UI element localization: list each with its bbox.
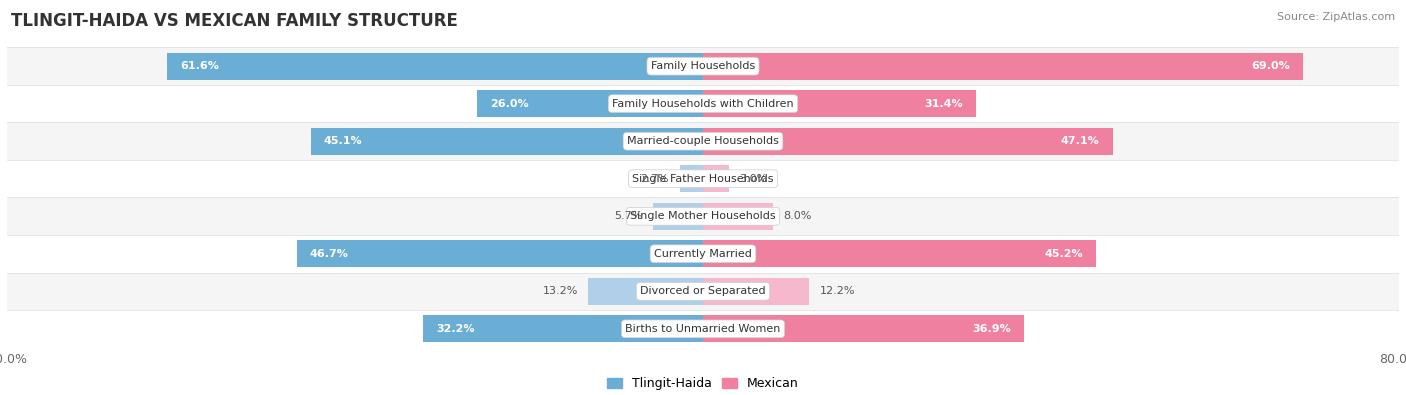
Text: 2.7%: 2.7% (641, 174, 669, 184)
Bar (7, 235, 1399, 273)
Bar (7, 85, 1399, 122)
Text: 5.7%: 5.7% (614, 211, 643, 221)
Bar (679, 165, 703, 192)
Bar (167, 53, 703, 80)
Text: 61.6%: 61.6% (180, 61, 219, 71)
Text: 45.1%: 45.1% (323, 136, 363, 146)
Text: Divorced or Separated: Divorced or Separated (640, 286, 766, 296)
Text: Currently Married: Currently Married (654, 249, 752, 259)
Text: 36.9%: 36.9% (972, 324, 1011, 334)
Bar (703, 53, 1303, 80)
Text: Single Father Households: Single Father Households (633, 174, 773, 184)
Text: 12.2%: 12.2% (820, 286, 855, 296)
Text: 46.7%: 46.7% (309, 249, 349, 259)
Bar (703, 203, 773, 230)
Text: 45.2%: 45.2% (1045, 249, 1083, 259)
Text: 8.0%: 8.0% (783, 211, 811, 221)
Text: TLINGIT-HAIDA VS MEXICAN FAMILY STRUCTURE: TLINGIT-HAIDA VS MEXICAN FAMILY STRUCTUR… (11, 12, 458, 30)
Text: 47.1%: 47.1% (1062, 136, 1099, 146)
Text: Source: ZipAtlas.com: Source: ZipAtlas.com (1277, 12, 1395, 22)
Text: Births to Unmarried Women: Births to Unmarried Women (626, 324, 780, 334)
Bar (7, 47, 1399, 85)
Text: Single Mother Households: Single Mother Households (630, 211, 776, 221)
Text: Family Households with Children: Family Households with Children (612, 99, 794, 109)
Bar (423, 315, 703, 342)
Bar (703, 315, 1024, 342)
Bar (311, 128, 703, 155)
Bar (7, 198, 1399, 235)
Bar (703, 240, 1097, 267)
Bar (297, 240, 703, 267)
Text: 3.0%: 3.0% (740, 174, 768, 184)
Legend: Tlingit-Haida, Mexican: Tlingit-Haida, Mexican (602, 372, 804, 395)
Bar (703, 278, 808, 305)
Bar (477, 90, 703, 117)
Text: 69.0%: 69.0% (1251, 61, 1291, 71)
Text: Married-couple Households: Married-couple Households (627, 136, 779, 146)
Text: 32.2%: 32.2% (436, 324, 474, 334)
Bar (7, 310, 1399, 348)
Text: Family Households: Family Households (651, 61, 755, 71)
Bar (703, 165, 730, 192)
Bar (703, 90, 976, 117)
Text: 26.0%: 26.0% (489, 99, 529, 109)
Text: 31.4%: 31.4% (925, 99, 963, 109)
Bar (7, 273, 1399, 310)
Bar (588, 278, 703, 305)
Bar (654, 203, 703, 230)
Bar (7, 122, 1399, 160)
Text: 13.2%: 13.2% (543, 286, 578, 296)
Bar (7, 160, 1399, 198)
Bar (703, 128, 1112, 155)
